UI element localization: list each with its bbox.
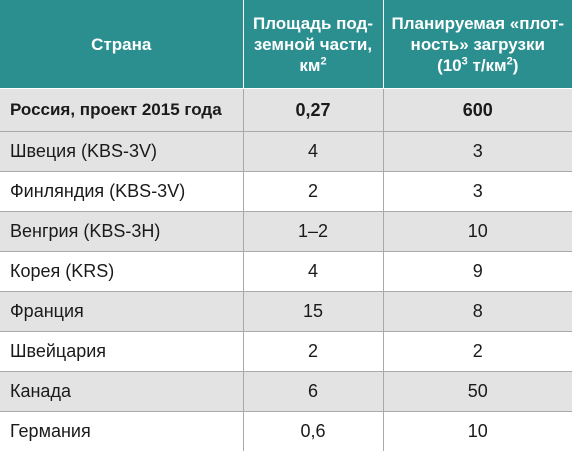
header-area: Площадь под- земной части, км2 xyxy=(243,0,383,89)
cell-area: 2 xyxy=(243,332,383,372)
header-area-line2: земной части, xyxy=(254,35,372,54)
table-body: Россия, проект 2015 года 0,27 600 Швеция… xyxy=(0,89,572,451)
cell-density: 50 xyxy=(383,372,572,412)
cell-country: Швейцария xyxy=(0,332,243,372)
header-density-unit-open: (10 xyxy=(437,56,462,75)
table-row: Швейцария 2 2 xyxy=(0,332,572,372)
cell-density: 600 xyxy=(383,89,572,132)
header-area-unit: км xyxy=(299,56,320,75)
cell-country: Германия xyxy=(0,412,243,451)
cell-country: Финляндия (KBS-3V) xyxy=(0,172,243,212)
cell-density: 3 xyxy=(383,172,572,212)
table-row: Венгрия (KBS-3H) 1–2 10 xyxy=(0,212,572,252)
table-row: Швеция (KBS-3V) 4 3 xyxy=(0,132,572,172)
table-header: Страна Площадь под- земной части, км2 Пл… xyxy=(0,0,572,89)
cell-density: 8 xyxy=(383,292,572,332)
header-area-line1: Площадь под- xyxy=(253,14,373,33)
cell-country: Россия, проект 2015 года xyxy=(0,89,243,132)
header-country: Страна xyxy=(0,0,243,89)
header-row: Страна Площадь под- земной части, км2 Пл… xyxy=(0,0,572,89)
header-country-label: Страна xyxy=(91,35,151,54)
header-density-unit-close: ) xyxy=(513,56,519,75)
table-row: Канада 6 50 xyxy=(0,372,572,412)
cell-area: 4 xyxy=(243,252,383,292)
cell-area: 0,6 xyxy=(243,412,383,451)
cell-area: 0,27 xyxy=(243,89,383,132)
cell-density: 9 xyxy=(383,252,572,292)
table-row: Германия 0,6 10 xyxy=(0,412,572,451)
cell-density: 3 xyxy=(383,132,572,172)
table-row: Финляндия (KBS-3V) 2 3 xyxy=(0,172,572,212)
header-area-unit-exponent: 2 xyxy=(320,55,326,67)
table-row: Корея (KRS) 4 9 xyxy=(0,252,572,292)
header-density: Планируемая «плот- ность» загрузки (103 … xyxy=(383,0,572,89)
cell-area: 2 xyxy=(243,172,383,212)
cell-density: 2 xyxy=(383,332,572,372)
cell-area: 4 xyxy=(243,132,383,172)
cell-density: 10 xyxy=(383,412,572,451)
table-row: Франция 15 8 xyxy=(0,292,572,332)
cell-density: 10 xyxy=(383,212,572,252)
header-density-line1: Планируемая «плот- xyxy=(391,14,564,33)
header-density-line2: ность» загрузки xyxy=(411,35,545,54)
cell-country: Швеция (KBS-3V) xyxy=(0,132,243,172)
cell-country: Франция xyxy=(0,292,243,332)
table-row: Россия, проект 2015 года 0,27 600 xyxy=(0,89,572,132)
header-density-unit: т/км xyxy=(468,56,507,75)
cell-country: Венгрия (KBS-3H) xyxy=(0,212,243,252)
cell-area: 15 xyxy=(243,292,383,332)
cell-area: 1–2 xyxy=(243,212,383,252)
cell-country: Канада xyxy=(0,372,243,412)
cell-country: Корея (KRS) xyxy=(0,252,243,292)
cell-area: 6 xyxy=(243,372,383,412)
